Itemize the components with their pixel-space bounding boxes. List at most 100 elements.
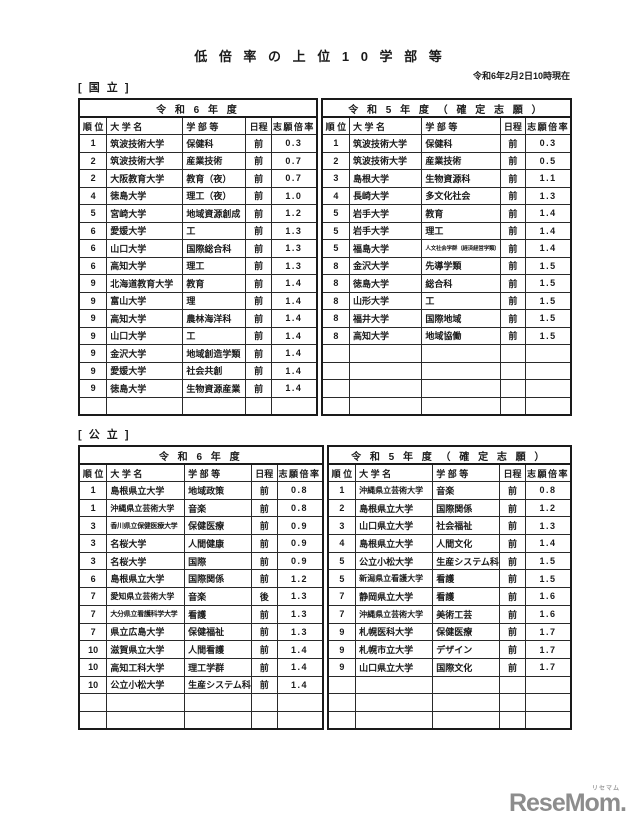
table-row: 9 高知大学 農林海洋科前 1.4 bbox=[78, 309, 318, 328]
department-cell: 理 bbox=[182, 291, 247, 310]
university-cell: 福島大学 bbox=[349, 239, 423, 258]
university-cell: 金沢大学 bbox=[349, 256, 423, 275]
schedule-cell: 前 bbox=[250, 657, 278, 677]
university-cell: 岩手大学 bbox=[349, 221, 423, 240]
rate-cell: 1.7 bbox=[525, 657, 572, 677]
rank-cell: 9 bbox=[78, 361, 108, 380]
empty-row bbox=[321, 396, 572, 415]
schedule-cell: 前 bbox=[498, 604, 527, 624]
rate-cell: 1.4 bbox=[525, 534, 572, 553]
university-cell: 長崎大学 bbox=[349, 186, 423, 205]
department-cell: 理工 bbox=[182, 256, 247, 275]
university-cell: 山口県立大学 bbox=[355, 657, 434, 677]
rank-cell: 2 bbox=[78, 151, 108, 170]
table-row: 7 愛知県立芸術大学 音楽後 1.3 bbox=[78, 587, 324, 606]
rate-cell: 1.3 bbox=[270, 239, 318, 258]
rate-cell: 1.1 bbox=[525, 169, 572, 188]
rate-cell: 1.0 bbox=[270, 186, 318, 205]
rank-cell: 4 bbox=[78, 186, 108, 205]
empty-row bbox=[321, 379, 572, 398]
rank-cell: 5 bbox=[326, 551, 357, 571]
schedule-cell bbox=[250, 710, 278, 730]
column-header: 順 位 bbox=[321, 116, 351, 135]
department-cell: 産業技術 bbox=[421, 151, 501, 170]
table-row: 3 名桜大学 人間健康前 0.9 bbox=[78, 534, 324, 553]
rank-cell: 4 bbox=[326, 534, 357, 553]
empty-row bbox=[78, 693, 324, 712]
year-header: 令 和 5 年 度 （ 確 定 志 願 ） bbox=[321, 98, 572, 118]
table-row: 2 筑波技術大学 産業技術前 0.7 bbox=[78, 151, 318, 170]
table-row: 10 高知工科大学 理工学群前 1.4 bbox=[78, 657, 324, 677]
schedule-cell: 前 bbox=[250, 534, 278, 553]
table-row: 5 岩手大学 理工前 1.4 bbox=[321, 221, 572, 240]
schedule-cell: 前 bbox=[245, 204, 272, 223]
column-header: 日程 bbox=[245, 116, 272, 135]
rate-cell: 1.4 bbox=[270, 326, 318, 345]
department-cell: 工 bbox=[421, 291, 501, 310]
department-cell: 生物資源科 bbox=[421, 169, 501, 188]
rate-cell: 0.8 bbox=[276, 498, 324, 518]
rank-cell bbox=[78, 396, 108, 415]
department-cell: 社会共創 bbox=[182, 361, 247, 380]
rank-cell: 6 bbox=[78, 239, 108, 258]
rate-cell: 0.9 bbox=[276, 516, 324, 536]
rank-cell bbox=[321, 379, 351, 398]
rate-cell: 1.3 bbox=[270, 256, 318, 275]
university-cell: 徳島大学 bbox=[106, 379, 184, 398]
university-cell: 高知工科大学 bbox=[106, 657, 186, 677]
schedule-cell: 前 bbox=[245, 221, 272, 240]
rate-cell: 1.3 bbox=[276, 622, 324, 642]
schedule-cell: 前 bbox=[499, 169, 527, 188]
table-row: 10 公立小松大学 生産システム科前 1.4 bbox=[78, 675, 324, 695]
rank-cell: 1 bbox=[321, 134, 351, 153]
department-cell: 国際総合科 bbox=[182, 239, 247, 258]
rate-cell: 1.4 bbox=[270, 291, 318, 310]
previous-year-table: 令 和 5 年 度 （ 確 定 志 願 ）順 位大 学 名学 部 等日程 志願倍率… bbox=[326, 445, 572, 731]
rank-cell bbox=[78, 710, 108, 730]
table-row: 2 筑波技術大学 産業技術前 0.5 bbox=[321, 151, 572, 170]
university-cell: 岩手大学 bbox=[349, 204, 423, 223]
rank-cell: 2 bbox=[78, 169, 108, 188]
page-title: 低 倍 率 の 上 位 1 0 学 部 等 bbox=[194, 49, 446, 64]
schedule-cell bbox=[499, 379, 527, 398]
rank-cell: 9 bbox=[78, 344, 108, 363]
rank-cell: 9 bbox=[78, 274, 108, 293]
department-cell: 生物資源産業 bbox=[182, 379, 247, 398]
department-cell: 教育 bbox=[421, 204, 501, 223]
university-cell: 滋賀県立大学 bbox=[106, 640, 186, 659]
logo-ruby-text: リセマム bbox=[591, 786, 620, 792]
department-cell: 理工学群 bbox=[184, 657, 252, 677]
schedule-cell: 前 bbox=[499, 239, 527, 258]
table-row: 9 札幌市立大学 デザイン前 1.7 bbox=[326, 640, 572, 659]
university-cell: 筑波技術大学 bbox=[106, 151, 184, 170]
department-cell: 教育（夜） bbox=[182, 169, 247, 188]
column-header: 学 部 等 bbox=[184, 463, 252, 482]
table-row: 6 山口大学 国際総合科前 1.3 bbox=[78, 239, 318, 258]
rank-cell: 9 bbox=[326, 640, 357, 659]
column-header: 志願倍率 bbox=[525, 116, 572, 135]
table-row: 9 富山大学理前 1.4 bbox=[78, 291, 318, 310]
rank-cell: 6 bbox=[78, 256, 108, 275]
rank-cell: 6 bbox=[78, 221, 108, 240]
department-cell: 工 bbox=[182, 221, 247, 240]
rate-cell: 1.3 bbox=[276, 604, 324, 624]
schedule-cell: 前 bbox=[245, 169, 272, 188]
schedule-cell: 前 bbox=[498, 551, 527, 571]
rate-cell: 0.9 bbox=[276, 534, 324, 553]
rate-cell: 1.6 bbox=[525, 587, 572, 606]
empty-row bbox=[326, 710, 572, 730]
table-row: 1 筑波技術大学 保健科前 0.3 bbox=[321, 134, 572, 153]
department-cell bbox=[184, 710, 252, 730]
rank-cell: 9 bbox=[78, 379, 108, 398]
table-row: 3 名桜大学 国際前 0.9 bbox=[78, 551, 324, 571]
university-cell bbox=[106, 693, 186, 712]
department-cell: 看護 bbox=[184, 604, 252, 624]
university-cell: 愛知県立芸術大学 bbox=[106, 587, 186, 606]
department-cell: 工 bbox=[182, 326, 247, 345]
university-cell: 名桜大学 bbox=[106, 534, 186, 553]
column-header: 学 部 等 bbox=[421, 116, 501, 135]
rank-cell: 1 bbox=[78, 498, 108, 518]
table-row: 9 山口大学工前 1.4 bbox=[78, 326, 318, 345]
university-cell: 山口県立大学 bbox=[355, 516, 434, 536]
university-cell: 香川県立保健医療大学 bbox=[106, 516, 186, 536]
